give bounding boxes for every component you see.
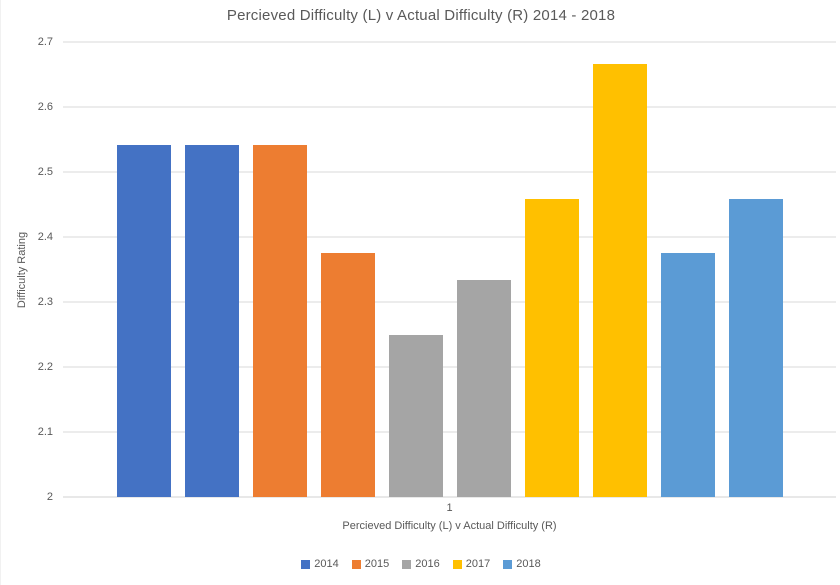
legend-label-2018: 2018 [516,558,541,570]
gridline-2 [63,496,836,498]
bar-2015-actual-r [320,253,375,497]
legend: 2014 2015 2016 2017 2018 [1,558,840,570]
gridline-2.6 [63,106,836,108]
legend-swatch-2018 [503,559,513,569]
bars-group [63,42,836,497]
bar-2014-actual-r [184,144,239,497]
legend-label-2014: 2014 [314,558,339,570]
bar-2015-perceived-l [252,144,307,497]
y-tick-2.6: 2.6 [37,101,53,113]
gridline-2.1 [63,431,836,433]
legend-item-2017: 2017 [452,558,491,570]
x-axis-title: Percieved Difficulty (L) v Actual Diffic… [342,520,557,532]
legend-item-2018: 2018 [503,558,541,570]
bar-2016-perceived-l [388,334,443,497]
legend-label-2017: 2017 [465,558,491,570]
y-tick-2.7: 2.7 [37,36,53,48]
legend-item-2015: 2015 [351,558,390,570]
y-tick-2.4: 2.4 [37,231,53,243]
gridline-2.7 [63,41,836,43]
bar-2017-actual-r [592,63,647,497]
chart-title: Percieved Difficulty (L) v Actual Diffic… [226,7,616,24]
plot-area [63,41,836,498]
legend-item-2014: 2014 [301,558,339,570]
legend-swatch-2016 [402,559,412,569]
gridline-2.5 [63,171,836,173]
bar-2014-perceived-l [116,144,171,497]
legend-swatch-2017 [452,559,462,569]
gridline-2.2 [63,366,836,368]
y-tick-2: 2 [46,491,53,503]
bar-2017-perceived-l [524,199,579,497]
legend-swatch-2014 [301,559,311,569]
y-tick-2.5: 2.5 [37,166,53,178]
y-axis-tick-labels: 2.7 2.6 2.5 2.4 2.3 2.2 2.1 2 [1,36,53,503]
bar-2018-actual-r [728,199,783,497]
legend-label-2016: 2016 [415,558,440,570]
y-tick-2.2: 2.2 [37,361,53,373]
y-tick-2.1: 2.1 [37,426,53,438]
bar-2018-perceived-l [660,253,715,497]
legend-label-2015: 2015 [364,558,390,570]
gridline-2.3 [63,301,836,303]
bar-2016-actual-r [456,280,511,497]
y-tick-2.3: 2.3 [37,296,53,308]
x-axis-category-label: 1 [446,502,453,514]
legend-swatch-2015 [351,559,361,569]
legend-item-2016: 2016 [402,558,440,570]
gridline-2.4 [63,236,836,238]
